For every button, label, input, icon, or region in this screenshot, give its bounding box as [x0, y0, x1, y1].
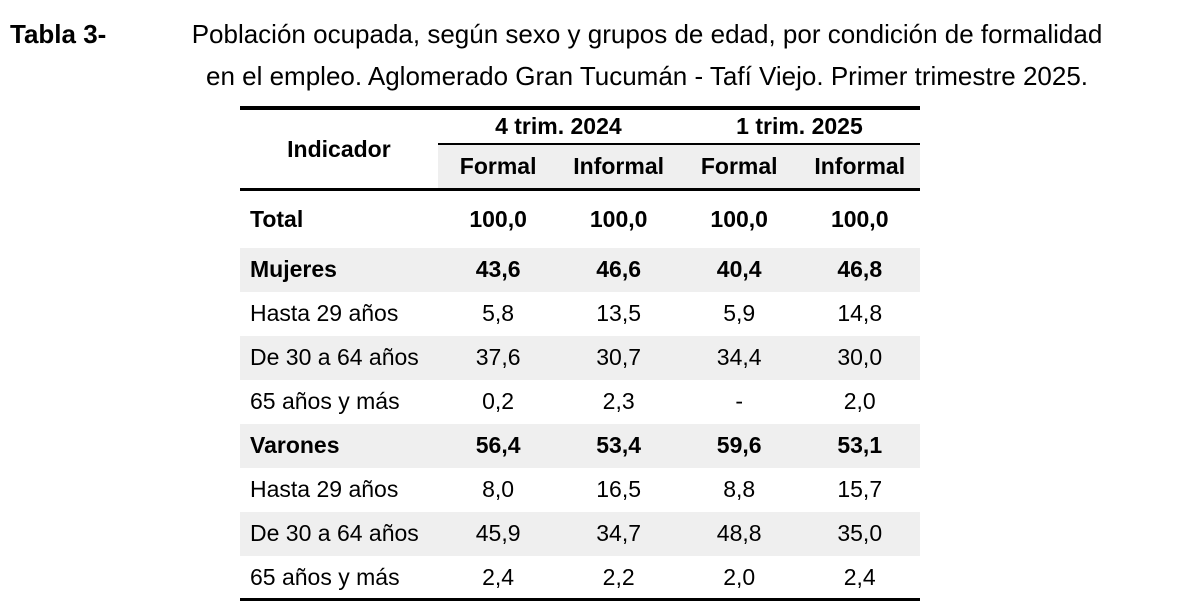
row-value: 30,0 [799, 335, 920, 380]
row-label: 65 años y más [240, 555, 438, 602]
row-value: 2,3 [602, 388, 635, 415]
row-value: 100,0 [710, 206, 768, 232]
row-value: 8,0 [482, 476, 515, 503]
row-value: 48,8 [678, 511, 800, 556]
column-header-indicador: Indicador [240, 105, 438, 192]
row-value: 53,1 [799, 423, 920, 468]
row-value: 45,9 [437, 511, 559, 556]
table-row: Hasta 29 años 5,8 13,5 5,9 14,8 [240, 292, 920, 336]
column-header-q4-2024: 4 trim. 2024 [437, 105, 679, 145]
population-formality-table: Indicador 4 trim. 2024 1 trim. 2025 Form… [240, 105, 920, 602]
row-value: 59,6 [678, 423, 800, 468]
row-label: Hasta 29 años [250, 476, 399, 503]
row-label: Total [250, 206, 304, 232]
table-header: Indicador 4 trim. 2024 1 trim. 2025 Form… [240, 105, 920, 192]
row-value: 34,4 [678, 335, 800, 380]
row-value: 46,6 [558, 247, 679, 292]
table-row: Mujeres 43,6 46,6 40,4 46,8 [240, 247, 920, 292]
row-value: 5,8 [482, 300, 515, 327]
column-header-informal-q4: Informal [558, 143, 679, 192]
table-row: De 30 a 64 años 45,9 34,7 48,8 35,0 [240, 511, 920, 556]
row-value: 56,4 [437, 423, 559, 468]
row-label: De 30 a 64 años [240, 335, 438, 380]
row-value: 100,0 [589, 206, 648, 232]
row-value: 8,8 [723, 476, 756, 503]
row-value: 37,6 [437, 335, 559, 380]
row-value: 53,4 [558, 423, 679, 468]
table-row: De 30 a 64 años 37,6 30,7 34,4 30,0 [240, 335, 920, 380]
row-value: 16,5 [596, 476, 642, 503]
table-body: Total 100,0 100,0 100,0 100,0 Mujeres 43… [240, 190, 920, 602]
row-value: 15,7 [837, 476, 883, 503]
table-row: Hasta 29 años 8,0 16,5 8,8 15,7 [240, 468, 920, 512]
title-line-2: en el empleo. Aglomerado Gran Tucumán - … [205, 61, 1089, 92]
row-value: 30,7 [558, 335, 679, 380]
table-row: 65 años y más 2,4 2,2 2,0 2,4 [240, 555, 920, 602]
row-value: 2,4 [799, 555, 920, 602]
row-value: 35,0 [799, 511, 920, 556]
table-row: Total 100,0 100,0 100,0 100,0 [240, 190, 920, 248]
row-value: 46,8 [799, 247, 920, 292]
row-value: 5,9 [723, 300, 756, 327]
row-label: De 30 a 64 años [240, 511, 438, 556]
row-value: - [735, 388, 744, 415]
row-value: 40,4 [678, 247, 800, 292]
row-value: 13,5 [596, 300, 642, 327]
column-header-q1-2025: 1 trim. 2025 [678, 105, 920, 145]
table-title: Tabla 3- Población ocupada, según sexo y… [0, 0, 1182, 106]
sub-header-row: Formal Informal Formal Informal [240, 143, 920, 192]
table-row: 65 años y más 0,2 2,3 - 2,0 [240, 380, 920, 424]
table-row: Varones 56,4 53,4 59,6 53,1 [240, 423, 920, 468]
row-value: 2,0 [843, 388, 876, 415]
row-value: 43,6 [437, 247, 559, 292]
row-label: Mujeres [240, 247, 438, 292]
row-value: 100,0 [830, 206, 889, 232]
column-header-formal-q1: Formal [678, 143, 800, 192]
row-value: 2,0 [678, 555, 800, 602]
row-value: 2,2 [558, 555, 679, 602]
row-value: 34,7 [558, 511, 679, 556]
column-header-informal-q1: Informal [799, 143, 920, 192]
row-value: 14,8 [837, 300, 883, 327]
column-header-formal-q4: Formal [437, 143, 559, 192]
row-value: 0,2 [482, 388, 515, 415]
row-label: Hasta 29 años [250, 300, 399, 327]
row-value: 2,4 [437, 555, 559, 602]
period-header-row: Indicador 4 trim. 2024 1 trim. 2025 [240, 105, 920, 192]
row-label: 65 años y más [250, 388, 400, 415]
title-line-1: Población ocupada, según sexo y grupos d… [191, 19, 1103, 49]
row-value: 100,0 [469, 206, 527, 232]
table-number-label: Tabla 3- [10, 19, 107, 49]
row-label: Varones [240, 423, 438, 468]
